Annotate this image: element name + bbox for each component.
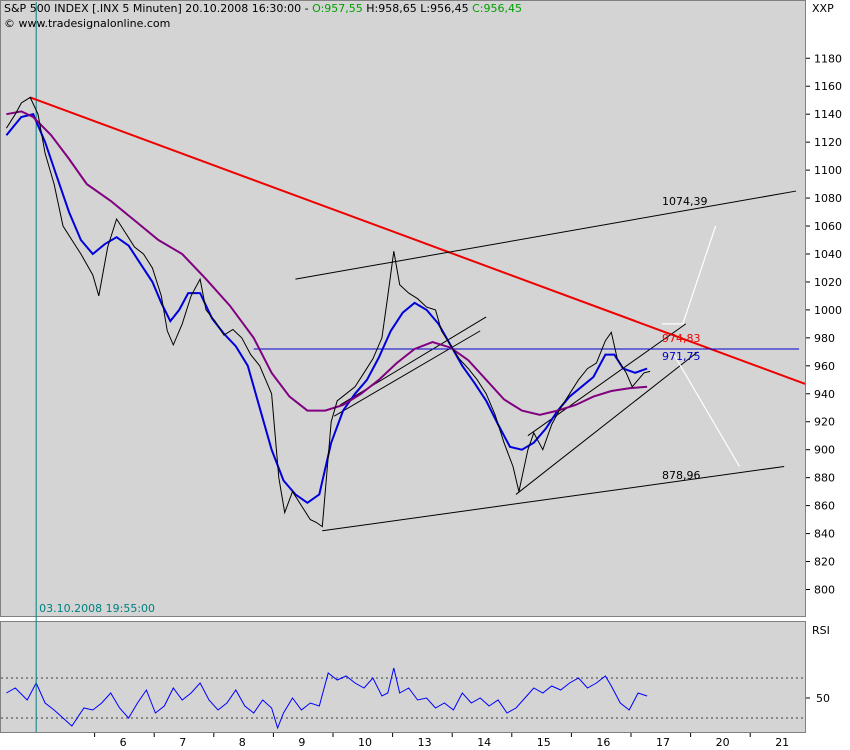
y-tick-label: 900 [814, 444, 835, 457]
x-tick-label: 6 [120, 736, 127, 749]
y-tick-label: 1100 [814, 164, 842, 177]
instrument-title: S&P 500 INDEX [.INX [4, 2, 119, 15]
projection-line [662, 225, 717, 325]
annotation-label: 878,96 [662, 469, 701, 482]
projection-line [673, 354, 741, 467]
x-tick-label: 13 [418, 736, 432, 749]
y-tick-label: 880 [814, 472, 835, 485]
x-tick-label: 20 [716, 736, 730, 749]
x-tick-label: 17 [656, 736, 670, 749]
cursor-datetime-label: 03.10.2008 19:55:00 [39, 602, 155, 615]
price-line [5, 96, 651, 528]
rsi-title: RSI [812, 624, 830, 637]
annotation-label: 971,75 [662, 350, 701, 363]
y-tick-label: 1060 [814, 220, 842, 233]
x-tick-label: 9 [298, 736, 305, 749]
x-tick-label: 14 [477, 736, 491, 749]
downtrend-line [29, 96, 805, 385]
y-tick-label: 920 [814, 416, 835, 429]
y-tick-label: 1180 [814, 52, 842, 65]
x-tick-label: 15 [537, 736, 551, 749]
y-tick-label: 800 [814, 584, 835, 597]
y-tick-label: 1120 [814, 136, 842, 149]
source-credit: © www.tradesignalonline.com [4, 17, 171, 30]
x-tick-label: 10 [358, 736, 372, 749]
rsi-level-label: 50 [816, 692, 830, 705]
y-tick-label: 1020 [814, 276, 842, 289]
datetime-label: 20.10.2008 16:30:00 [185, 2, 302, 15]
ma_slow-line [6, 110, 648, 416]
x-tick-label: 8 [239, 736, 246, 749]
symbol-label: XXP [812, 2, 834, 15]
channel-line [295, 190, 797, 280]
annotation-label: 974,83 [662, 332, 701, 345]
plot-area: 1074,39 974,83 971,75 878,96 [5, 96, 805, 532]
y-tick-label: 940 [814, 388, 835, 401]
price-panel[interactable] [0, 0, 806, 617]
y-tick-label: 1080 [814, 192, 842, 205]
x-tick-label: 21 [775, 736, 789, 749]
channel-line [322, 465, 785, 532]
y-tick-label: 860 [814, 500, 835, 513]
y-tick-label: 960 [814, 360, 835, 373]
y-tick-label: 820 [814, 556, 835, 569]
y-tick-label: 1040 [814, 248, 842, 261]
rsi-line [6, 667, 648, 730]
y-tick-label: 980 [814, 332, 835, 345]
chart-header: S&P 500 INDEX [.INX 5 Minuten] 20.10.200… [4, 2, 522, 15]
ma_fast-line [5, 113, 648, 505]
close-value: C:956,45 [472, 2, 522, 15]
y-tick-label: 1140 [814, 108, 842, 121]
open-value: O:957,55 [312, 2, 363, 15]
low-value: L:956,45 [420, 2, 469, 15]
annotation-label: 1074,39 [662, 195, 708, 208]
y-tick-label: 1000 [814, 304, 842, 317]
channel-line [333, 330, 481, 417]
channel-line [515, 351, 699, 495]
interval-label: 5 Minuten] [122, 2, 182, 15]
y-tick-label: 840 [814, 528, 835, 541]
high-value: H:958,65 [366, 2, 417, 15]
x-tick-label: 7 [179, 736, 186, 749]
y-tick-label: 1160 [814, 80, 842, 93]
x-tick-label: 16 [596, 736, 610, 749]
